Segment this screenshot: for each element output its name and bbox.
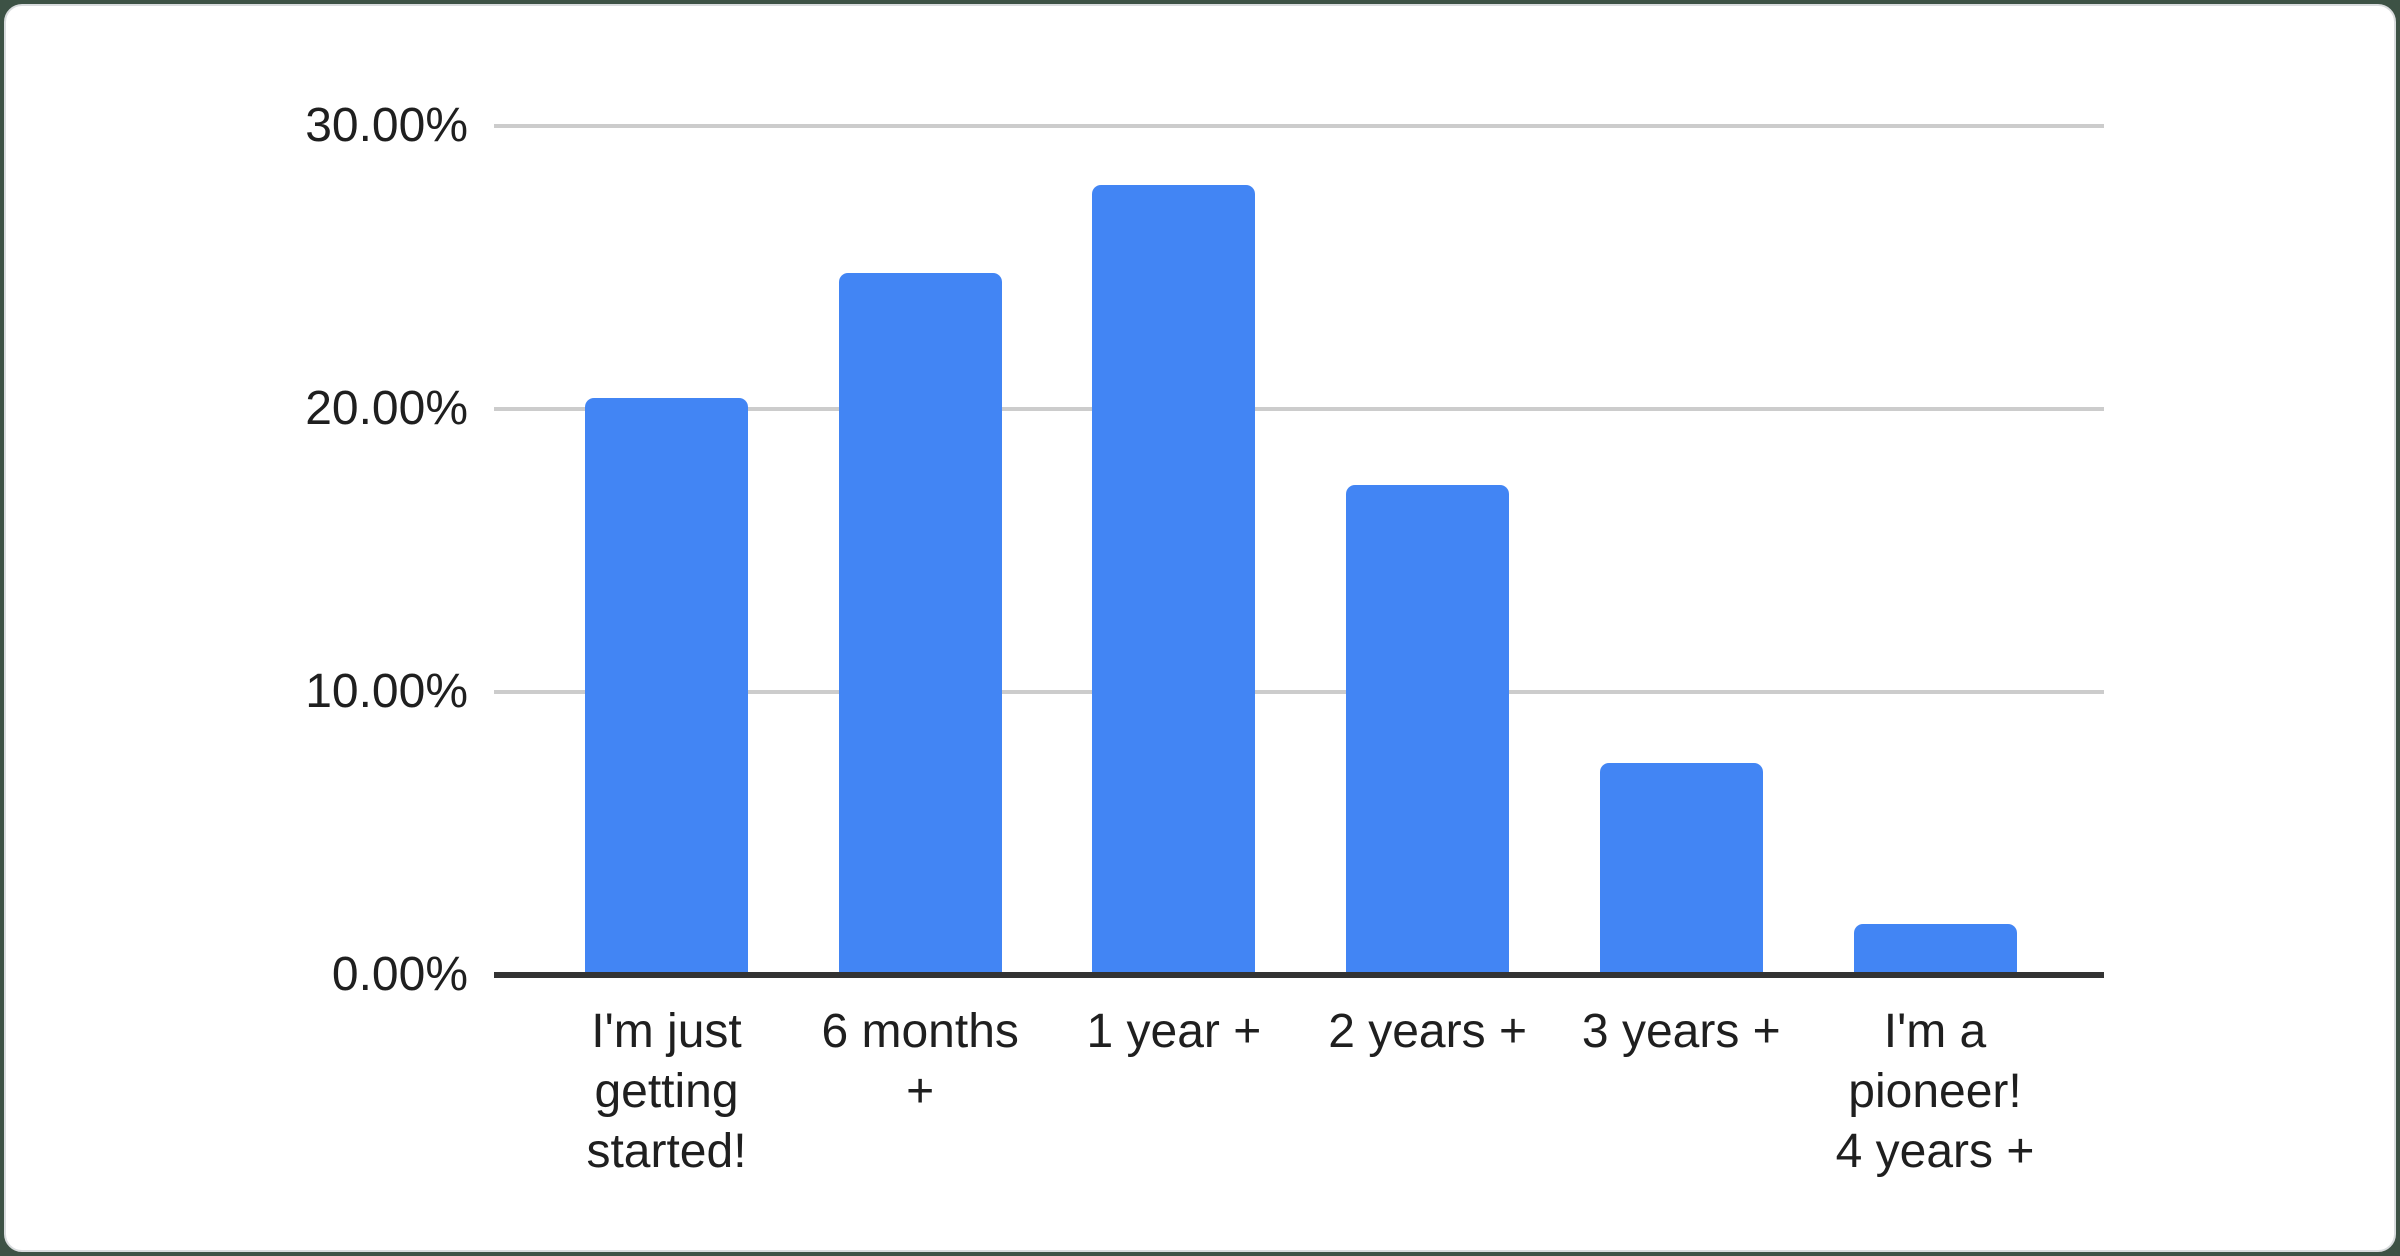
gridline (494, 124, 2104, 128)
y-axis-tick-label: 20.00% (305, 382, 468, 435)
bar-2 (838, 273, 1002, 978)
x-axis-category-label-line: started! (586, 1125, 747, 1178)
bar-1 (585, 397, 748, 978)
chart-card: 0.00% 10.00% 20.00% 30.00% I'm just getting st… (4, 4, 2396, 1252)
gridline (494, 690, 2104, 694)
y-axis-tick-label: 0.00% (331, 948, 468, 1001)
x-axis-category-label-line: 1 year + (1086, 1005, 1262, 1058)
x-axis-category-label-line: 3 years + (1581, 1005, 1781, 1058)
x-axis-category-label: I'm a pioneer! 4 years + (1808, 1002, 2062, 1182)
x-axis-category-label: 6 months + (793, 1002, 1047, 1122)
x-axis-category-label: 2 years + (1301, 1002, 1555, 1062)
x-axis-category-label: I'm just getting started! (540, 1002, 794, 1182)
x-axis-category-label-line: + (906, 1065, 935, 1118)
x-axis-category-label-line: 2 years + (1328, 1005, 1527, 1058)
bar-4 (1346, 485, 1510, 978)
bar-chart: 0.00% 10.00% 20.00% 30.00% I'm just getting st… (6, 6, 2394, 1250)
y-axis-tick-label: 10.00% (305, 665, 468, 718)
x-axis-category-label-line: pioneer! (1848, 1065, 2022, 1118)
bar-6 (1853, 924, 2017, 978)
bar-3 (1092, 185, 1256, 978)
x-axis-category-label: 1 year + (1047, 1002, 1301, 1062)
bar-5 (1599, 762, 1763, 978)
y-axis-tick-label: 30.00% (305, 99, 468, 152)
x-axis-category-label-line: getting (594, 1065, 739, 1118)
x-axis-category-label: 3 years + (1554, 1002, 1808, 1062)
x-axis-baseline (494, 972, 2104, 978)
x-axis-category-label-line: 4 years + (1835, 1125, 2035, 1178)
x-axis-category-label-line: 6 months (821, 1005, 1019, 1058)
gridline (494, 407, 2104, 411)
x-axis-category-label-line: I'm a (1883, 1005, 1987, 1058)
x-axis-category-label-line: I'm just (591, 1005, 742, 1058)
